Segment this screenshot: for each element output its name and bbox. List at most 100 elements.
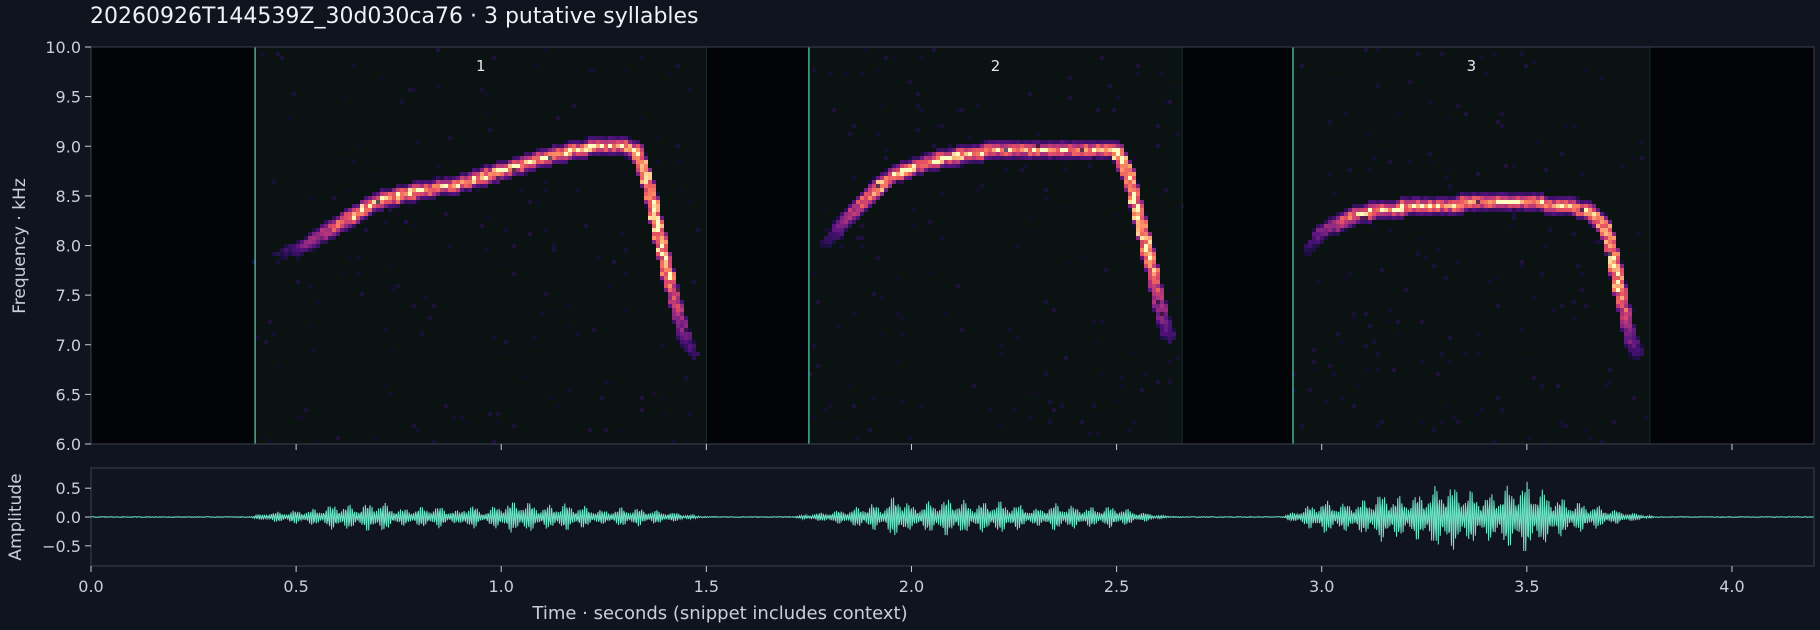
spectrogram-cell xyxy=(1536,200,1540,204)
spectrogram-noise-cell xyxy=(524,172,528,176)
spectrogram-cell xyxy=(1612,276,1616,280)
spectrogram-noise-cell xyxy=(1000,352,1004,356)
spectrogram-cell xyxy=(1436,208,1440,212)
spectrogram-cell xyxy=(1080,156,1084,160)
spectrogram-cell xyxy=(584,144,588,148)
spectrogram-cell xyxy=(304,236,308,240)
spectrogram-cell xyxy=(436,176,440,180)
spectrogram-cell xyxy=(1552,196,1556,200)
spectrogram-noise-cell xyxy=(852,176,856,180)
spectrogram-cell xyxy=(1440,212,1444,216)
spectrogram-cell xyxy=(572,144,576,148)
spectrogram-cell xyxy=(356,212,360,216)
spectrogram-cell xyxy=(624,140,628,144)
spectrogram-cell xyxy=(960,144,964,148)
spectrogram-noise-cell xyxy=(1048,400,1052,404)
spectrogram-cell xyxy=(1616,276,1620,280)
spectrogram-noise-cell xyxy=(1420,320,1424,324)
spectrogram-cell xyxy=(476,176,480,180)
spectrogram-cell xyxy=(1336,228,1340,232)
spectrogram-cell xyxy=(648,212,652,216)
spectrogram-noise-cell xyxy=(1064,204,1068,208)
spectrogram-cell xyxy=(372,212,376,216)
spectrogram-cell xyxy=(540,152,544,156)
spectrogram-cell xyxy=(424,184,428,188)
spectrogram-noise-cell xyxy=(1444,404,1448,408)
spectrogram-cell xyxy=(1136,192,1140,196)
spectrogram-cell xyxy=(684,340,688,344)
spectrogram-cell xyxy=(1316,244,1320,248)
spectrogram-cell xyxy=(1628,304,1632,308)
spectrogram-noise-cell xyxy=(1044,196,1048,200)
spectrogram-cell xyxy=(388,196,392,200)
spectrogram-cell xyxy=(1620,304,1624,308)
spectrogram-cell xyxy=(332,228,336,232)
spectrogram-cell xyxy=(620,144,624,148)
spectrogram-cell xyxy=(1144,220,1148,224)
spectrogram-cell xyxy=(664,232,668,236)
spectrogram-cell xyxy=(1616,252,1620,256)
spectrogram-cell xyxy=(828,240,832,244)
spectrogram-cell xyxy=(1036,152,1040,156)
spectrogram-cell xyxy=(1076,152,1080,156)
spectrogram-cell xyxy=(1136,200,1140,204)
spectrogram-noise-cell xyxy=(1080,148,1084,152)
spectrogram-cell xyxy=(644,200,648,204)
spectrogram-cell xyxy=(1612,236,1616,240)
spectrogram-cell xyxy=(324,220,328,224)
spectrogram-cell xyxy=(672,284,676,288)
spectrogram-noise-cell xyxy=(552,248,556,252)
spectrogram-cell xyxy=(1012,144,1016,148)
spectrogram-noise-cell xyxy=(1364,216,1368,220)
spectrogram-noise-cell xyxy=(1156,224,1160,228)
spectrogram-cell xyxy=(1328,228,1332,232)
spectrogram-cell xyxy=(1640,348,1644,352)
spectrogram-cell xyxy=(828,236,832,240)
spectrogram-cell xyxy=(1364,220,1368,224)
spectrogram-cell xyxy=(636,160,640,164)
spectrogram-cell xyxy=(1460,192,1464,196)
spectrogram-cell xyxy=(1016,144,1020,148)
spectrogram-cell xyxy=(596,152,600,156)
spectrogram-cell xyxy=(520,164,524,168)
spectrogram-noise-cell xyxy=(1316,280,1320,284)
spectrogram-cell xyxy=(276,252,280,256)
spectrogram-cell xyxy=(444,188,448,192)
spectrogram-noise-cell xyxy=(372,436,376,440)
spectrogram-noise-cell xyxy=(812,416,816,420)
spectrogram-cell xyxy=(1588,216,1592,220)
spectrogram-cell xyxy=(868,200,872,204)
spectrogram-noise-cell xyxy=(932,144,936,148)
spectrogram-noise-cell xyxy=(660,344,664,348)
spectrogram-cell xyxy=(1368,216,1372,220)
spectrogram-noise-cell xyxy=(1124,148,1128,152)
spectrogram-cell xyxy=(628,152,632,156)
spectrogram-cell xyxy=(1076,156,1080,160)
spectrogram-cell xyxy=(1148,236,1152,240)
spectrogram-cell xyxy=(608,136,612,140)
spectrogram-cell xyxy=(904,168,908,172)
spectrogram-noise-cell xyxy=(1364,344,1368,348)
spectrogram-cell xyxy=(1008,152,1012,156)
spectrogram-cell xyxy=(1632,344,1636,348)
spectrogram-cell xyxy=(1420,204,1424,208)
spectrogram-cell xyxy=(1132,216,1136,220)
spectrogram-cell xyxy=(448,184,452,188)
spectrogram-cell xyxy=(1620,320,1624,324)
spectrogram-cell xyxy=(968,148,972,152)
spectrogram-cell xyxy=(676,328,680,332)
spectrogram-cell xyxy=(492,172,496,176)
spectrogram-cell xyxy=(1624,344,1628,348)
spectrogram-cell xyxy=(1604,212,1608,216)
spectrogram-noise-cell xyxy=(392,288,396,292)
spectrogram-cell xyxy=(1088,140,1092,144)
spectrogram-cell xyxy=(908,156,912,160)
spectrogram-noise-cell xyxy=(676,160,680,164)
spectrogram-cell xyxy=(576,148,580,152)
spectrogram-cell xyxy=(484,168,488,172)
spectrogram-cell xyxy=(1508,200,1512,204)
spectrogram-cell xyxy=(852,220,856,224)
spectrogram-noise-cell xyxy=(484,92,488,96)
spectrogram-cell xyxy=(420,180,424,184)
spectrogram-cell xyxy=(1148,252,1152,256)
